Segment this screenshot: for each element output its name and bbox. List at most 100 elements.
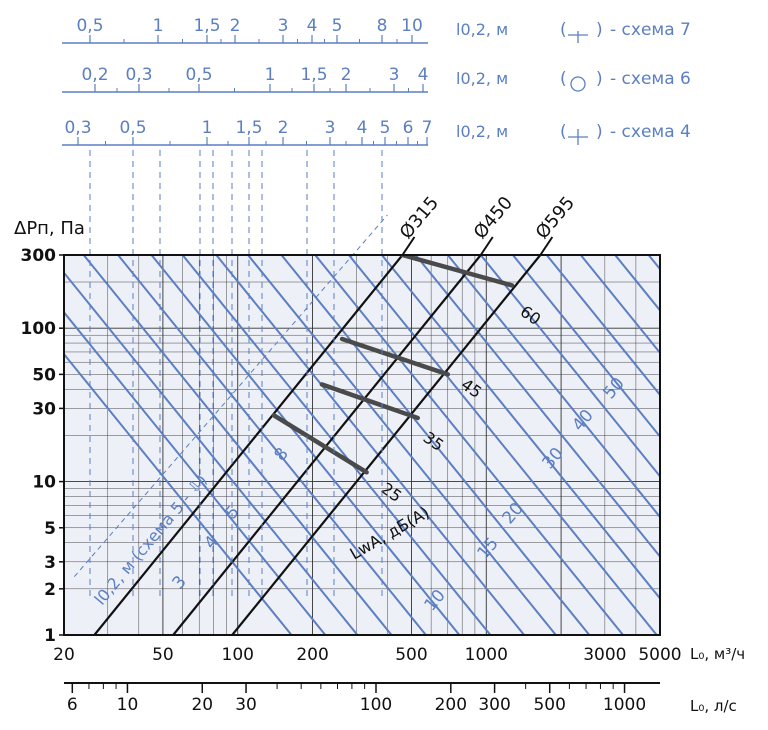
throw-scale-tick-label: 0,5 xyxy=(185,65,212,85)
x-tick-label: 1000 xyxy=(465,645,508,665)
throw-line xyxy=(64,352,293,635)
x-tick-label: 200 xyxy=(296,645,328,665)
throw-line xyxy=(381,255,660,600)
throw-scale-tick-label: 0,3 xyxy=(64,118,91,138)
throw-line xyxy=(446,255,660,519)
throw-line xyxy=(215,255,525,635)
diameter-line xyxy=(172,255,482,635)
throw-line xyxy=(414,255,660,559)
throw-line xyxy=(280,255,591,635)
throw-scale-tick-label: 0,5 xyxy=(76,16,103,36)
throw-scale-tick-label: 6 xyxy=(403,118,414,138)
x-bottom-tick-label: 100 xyxy=(360,695,392,715)
x-tick-label: 3000 xyxy=(583,645,626,665)
y-tick-label: 2 xyxy=(44,580,56,600)
noise-line xyxy=(271,413,369,475)
throw-scale-tick-label: 3 xyxy=(325,118,336,138)
throw-line xyxy=(64,310,327,635)
throw-scale-label: l0,2, м xyxy=(456,122,508,141)
throw-scale-tick-label: 0,2 xyxy=(81,65,108,85)
svg-text:(: ( xyxy=(560,20,567,40)
throw-lines xyxy=(64,255,768,635)
y-tick-label: 50 xyxy=(32,365,56,385)
y-tick-label: 30 xyxy=(32,399,56,419)
throw-scale-tick-label: 4 xyxy=(357,118,368,138)
x-bottom-tick-label: 1000 xyxy=(603,695,646,715)
y-tick-label: 100 xyxy=(21,319,57,339)
throw-line xyxy=(479,255,660,478)
y-tick-label: 300 xyxy=(21,246,57,266)
scheme-icon xyxy=(568,31,588,43)
x-bottom-tick-label: 200 xyxy=(435,695,467,715)
throw-scale-tick-label: 7 xyxy=(422,118,433,138)
throw-line xyxy=(117,255,427,635)
noise-line xyxy=(339,336,451,377)
plot-frame xyxy=(63,254,661,636)
diameter-line xyxy=(93,255,404,635)
throw-scale-tick-label: 1 xyxy=(153,16,164,36)
y-tick-label: 1 xyxy=(44,626,56,646)
throw-line xyxy=(150,255,461,635)
throw-scale-tick-label: 2 xyxy=(230,16,241,36)
throw-scale-tick-label: 4 xyxy=(307,16,318,36)
diameter-extension xyxy=(479,236,494,256)
throw-scale-tick-label: 1,5 xyxy=(193,16,220,36)
svg-text:(: ( xyxy=(560,69,567,89)
x-bottom-tick-label: 30 xyxy=(235,695,257,715)
throw-scale-tick-label: 8 xyxy=(377,16,388,36)
throw-scale-tick-label: 0,5 xyxy=(119,118,146,138)
throw-line xyxy=(181,255,492,635)
throw-line xyxy=(247,255,557,635)
throw-line xyxy=(512,255,660,439)
throw-scale-tick-label: 1 xyxy=(265,65,276,85)
throw-scale-tick-label: 1,5 xyxy=(300,65,327,85)
throw-scale-scheme: - схема 6 xyxy=(610,69,691,89)
throw-scale-tick-label: 1,5 xyxy=(235,118,262,138)
throw-line xyxy=(314,255,624,635)
throw-scale-tick-label: 2 xyxy=(341,65,352,85)
diameter-label: Ø315 xyxy=(396,193,443,244)
diameter-label: Ø595 xyxy=(532,193,579,244)
throw-line xyxy=(647,255,660,271)
throw-scale-label: l0,2, м xyxy=(456,20,508,39)
throw-line xyxy=(683,255,768,635)
throw-scale-tick-label: 10 xyxy=(401,16,423,36)
noise-lines xyxy=(271,255,515,475)
x-axis-bottom-label: L₀, л/с xyxy=(690,697,737,715)
throw-scale-tick-label: 3 xyxy=(278,16,289,36)
svg-text:(: ( xyxy=(560,122,567,142)
throw-scale-tick-label: 3 xyxy=(389,65,400,85)
diameter-extension xyxy=(539,236,554,256)
throw-scale-tick-label: 5 xyxy=(380,118,391,138)
throw-scale-scheme: - схема 7 xyxy=(610,20,691,40)
throw-line xyxy=(64,271,359,635)
throw-line xyxy=(82,255,393,635)
noise-line xyxy=(319,382,420,421)
x-bottom-tick-label: 6 xyxy=(67,695,78,715)
y-tick-label: 10 xyxy=(32,473,56,493)
throw-scale-tick-label: 0,3 xyxy=(125,65,152,85)
throw-scale-tick-label: 4 xyxy=(418,65,429,85)
throw-scale-label: l0,2, м xyxy=(456,69,508,88)
throw-scale-tick-label: 5 xyxy=(332,16,343,36)
x-tick-label: 5000 xyxy=(638,645,681,665)
diameter-line xyxy=(231,255,542,635)
throw-guide-line xyxy=(73,214,388,578)
svg-text:): ) xyxy=(596,20,603,40)
svg-text:): ) xyxy=(596,69,603,89)
throw-scale-scheme: - схема 4 xyxy=(610,122,691,142)
x-tick-label: 500 xyxy=(395,645,427,665)
grid xyxy=(64,255,660,635)
throw-line xyxy=(579,255,660,355)
x-tick-label: 100 xyxy=(222,645,254,665)
diameter-extension xyxy=(401,236,416,256)
diameter-lines xyxy=(93,255,542,635)
x-bottom-tick-label: 500 xyxy=(533,695,565,715)
y-tick-label: 3 xyxy=(44,553,56,573)
x-bottom-tick-label: 10 xyxy=(117,695,139,715)
svg-text:): ) xyxy=(596,122,603,142)
throw-line xyxy=(545,255,660,397)
x-axis-top-label: L₀, м³/ч xyxy=(690,645,745,663)
scheme-icon xyxy=(568,129,588,145)
